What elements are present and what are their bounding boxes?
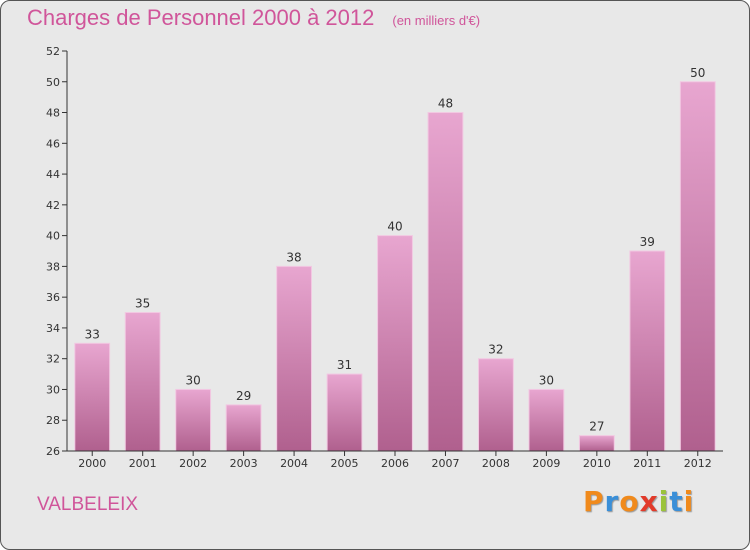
- logo-letter: t: [669, 485, 684, 518]
- y-tick-label: 38: [46, 260, 60, 273]
- chart-subtitle: (en milliers d'€): [392, 13, 481, 28]
- data-label: 35: [135, 297, 150, 311]
- commune-name: VALBELEIX: [37, 494, 139, 515]
- bar: [225, 404, 262, 452]
- y-tick-label: 34: [46, 322, 60, 335]
- y-tick-label: 40: [46, 230, 60, 243]
- x-tick-label: 2012: [684, 457, 712, 470]
- x-tick-label: 2003: [230, 457, 258, 470]
- x-tick-label: 2002: [179, 457, 207, 470]
- data-label: 30: [186, 373, 201, 387]
- x-tick-label: 2006: [381, 457, 409, 470]
- y-tick-label: 46: [46, 137, 60, 150]
- data-label: 38: [286, 250, 301, 264]
- bar: [276, 265, 312, 452]
- chart-title: Charges de Personnel 2000 à 2012: [27, 5, 375, 30]
- x-tick-label: 2009: [532, 457, 560, 470]
- y-tick-label: 52: [46, 45, 60, 58]
- x-axis-ticks: 2000 2001 2002 2003 2004 2005 2006 2007 2008 2009…: [78, 451, 712, 470]
- logo-letter: r: [604, 485, 620, 518]
- y-axis-ticks: 26 28 30 32 34 36 38 40 42 44 46 48 50 52: [46, 45, 67, 458]
- y-tick-label: 28: [46, 414, 60, 427]
- y-tick-label: 42: [46, 199, 60, 212]
- y-tick-label: 30: [46, 383, 60, 396]
- data-label: 40: [387, 220, 402, 234]
- bar: [578, 435, 615, 452]
- bar: [326, 373, 363, 452]
- x-tick-label: 2005: [331, 457, 359, 470]
- bar: [124, 312, 161, 452]
- x-tick-label: 2010: [583, 457, 611, 470]
- bar: [478, 358, 514, 452]
- data-label: 30: [539, 373, 554, 387]
- data-label: 33: [85, 327, 100, 341]
- x-tick-label: 2011: [633, 457, 661, 470]
- data-label: 50: [690, 66, 705, 80]
- bar: [427, 112, 464, 452]
- y-tick-label: 44: [46, 168, 60, 181]
- logo-letter: P: [583, 485, 605, 518]
- data-label: 39: [640, 235, 655, 249]
- x-tick-label: 2004: [280, 457, 308, 470]
- data-label: 31: [337, 358, 352, 372]
- logo-letter: i: [658, 485, 670, 518]
- x-tick-label: 2001: [129, 457, 157, 470]
- bar: [74, 342, 111, 452]
- logo-letter: o: [619, 485, 640, 518]
- logo-letter: x: [639, 485, 659, 518]
- bar: [175, 388, 212, 452]
- data-label: 27: [589, 420, 604, 434]
- y-tick-label: 50: [46, 76, 60, 89]
- x-tick-label: 2007: [431, 457, 459, 470]
- y-tick-label: 36: [46, 291, 60, 304]
- data-label: 48: [438, 97, 453, 111]
- y-tick-label: 48: [46, 107, 60, 120]
- data-label: 29: [236, 389, 251, 403]
- y-tick-label: 26: [46, 445, 60, 458]
- chart-title-block: Charges de Personnel 2000 à 2012 (en mill…: [27, 5, 480, 31]
- bar: [679, 81, 716, 452]
- x-tick-label: 2008: [482, 457, 510, 470]
- y-tick-label: 32: [46, 353, 60, 366]
- bar: [528, 388, 565, 452]
- bar: [629, 250, 666, 452]
- x-tick-label: 2000: [78, 457, 106, 470]
- data-label: 32: [488, 343, 503, 357]
- bars-group: 33 35 30 29 38 31 40 48 32 30 27 39 50: [74, 66, 716, 452]
- logo-letter: i: [683, 485, 695, 518]
- proxiti-logo: Proxiti: [583, 485, 694, 518]
- bar: [377, 235, 413, 452]
